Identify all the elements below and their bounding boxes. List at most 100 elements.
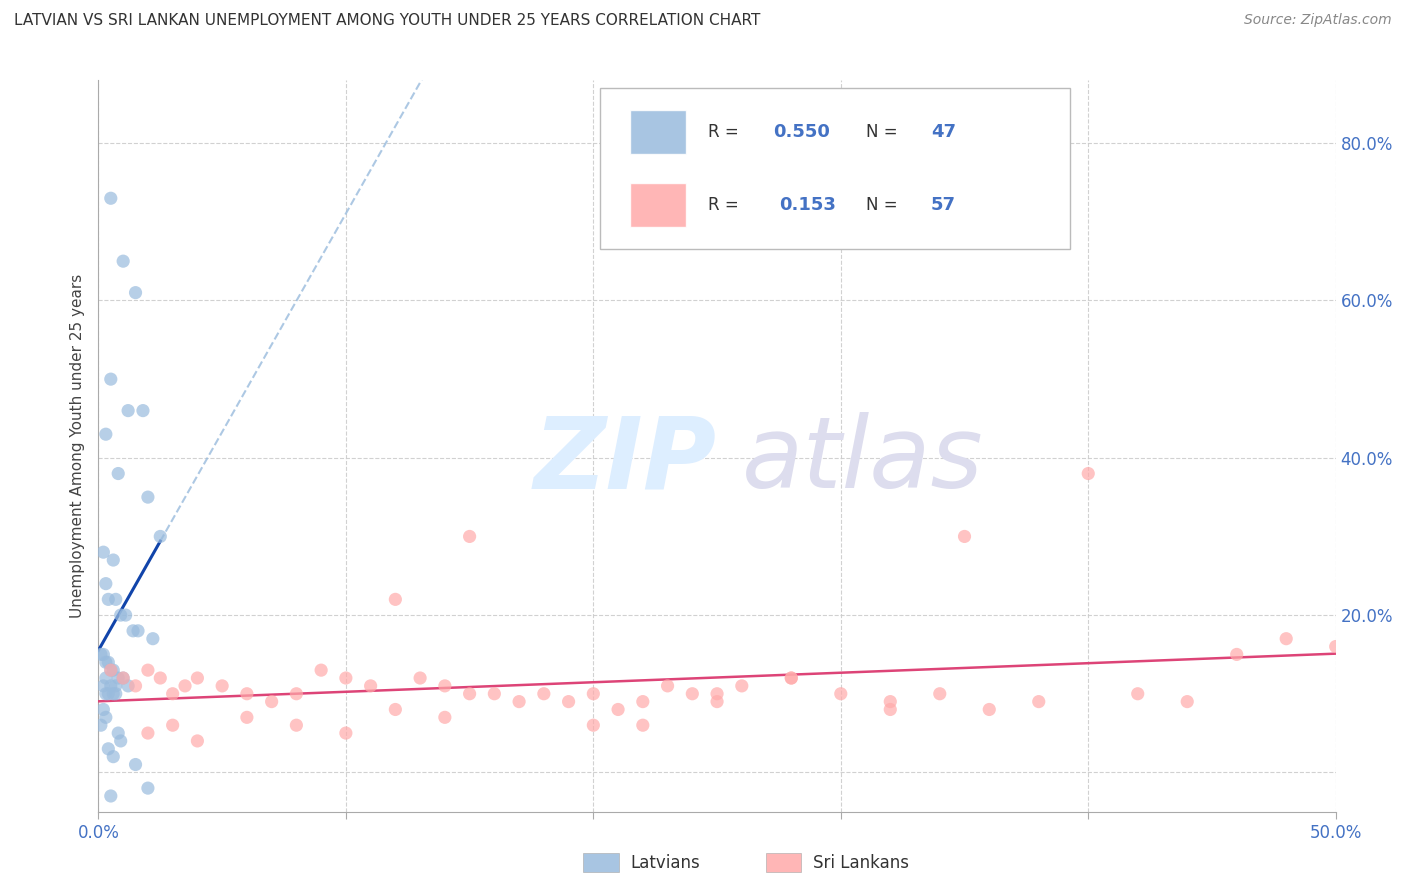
Point xyxy=(1226,648,1249,662)
Point xyxy=(174,679,197,693)
Point xyxy=(136,663,159,677)
Text: 0.550: 0.550 xyxy=(773,123,830,141)
Point xyxy=(285,718,308,732)
Point xyxy=(149,671,172,685)
Point xyxy=(533,687,555,701)
Point xyxy=(100,663,122,677)
Point xyxy=(100,679,122,693)
Point xyxy=(458,687,481,701)
Point xyxy=(1126,687,1149,701)
Point xyxy=(607,702,630,716)
Point xyxy=(94,687,117,701)
Text: Sri Lankans: Sri Lankans xyxy=(813,854,908,871)
Point xyxy=(433,710,456,724)
Point xyxy=(97,655,120,669)
Point xyxy=(236,687,259,701)
Point xyxy=(112,671,135,685)
Point xyxy=(103,553,125,567)
Point xyxy=(657,679,679,693)
Point xyxy=(124,757,146,772)
Point xyxy=(93,545,115,559)
Point xyxy=(879,695,901,709)
FancyBboxPatch shape xyxy=(630,111,686,154)
Y-axis label: Unemployment Among Youth under 25 years: Unemployment Among Youth under 25 years xyxy=(70,274,86,618)
Point xyxy=(136,781,159,796)
Point xyxy=(100,789,122,803)
Point xyxy=(136,726,159,740)
Point xyxy=(582,687,605,701)
Point xyxy=(114,608,136,623)
Point xyxy=(103,749,125,764)
Point xyxy=(127,624,149,638)
Point xyxy=(97,741,120,756)
Point xyxy=(112,671,135,685)
Point xyxy=(162,687,184,701)
Text: N =: N = xyxy=(866,196,903,214)
Text: 57: 57 xyxy=(931,196,956,214)
Point xyxy=(557,695,579,709)
Point xyxy=(124,285,146,300)
Point xyxy=(104,679,127,693)
Point xyxy=(1324,640,1347,654)
Point xyxy=(508,695,530,709)
Point xyxy=(93,679,115,693)
Point xyxy=(780,671,803,685)
Point xyxy=(409,671,432,685)
Text: Source: ZipAtlas.com: Source: ZipAtlas.com xyxy=(1244,13,1392,28)
Point xyxy=(110,734,132,748)
Point xyxy=(1275,632,1298,646)
Point xyxy=(149,529,172,543)
Point xyxy=(100,663,122,677)
Point xyxy=(384,702,406,716)
Point xyxy=(142,632,165,646)
Point xyxy=(110,608,132,623)
Point xyxy=(706,687,728,701)
Point xyxy=(100,191,122,205)
Point xyxy=(112,254,135,268)
Point xyxy=(124,679,146,693)
Point xyxy=(136,490,159,504)
Point xyxy=(93,648,115,662)
FancyBboxPatch shape xyxy=(630,184,686,227)
Point xyxy=(1175,695,1198,709)
Point xyxy=(631,718,654,732)
Point xyxy=(953,529,976,543)
Text: ZIP: ZIP xyxy=(534,412,717,509)
Point xyxy=(103,687,125,701)
Point xyxy=(780,671,803,685)
Point xyxy=(94,576,117,591)
Point xyxy=(186,734,208,748)
Point xyxy=(879,702,901,716)
Point xyxy=(979,702,1001,716)
Point xyxy=(706,695,728,709)
Point xyxy=(285,687,308,701)
Point xyxy=(162,718,184,732)
Point xyxy=(97,592,120,607)
Point xyxy=(104,592,127,607)
Point xyxy=(94,427,117,442)
Point xyxy=(309,663,332,677)
Point xyxy=(211,679,233,693)
Point xyxy=(335,671,357,685)
Point xyxy=(90,718,112,732)
Point xyxy=(731,679,754,693)
FancyBboxPatch shape xyxy=(599,87,1070,249)
Point xyxy=(830,687,852,701)
Text: 0.153: 0.153 xyxy=(779,196,835,214)
Text: R =: R = xyxy=(709,123,744,141)
Text: R =: R = xyxy=(709,196,749,214)
Point xyxy=(93,702,115,716)
Point xyxy=(104,687,127,701)
Point xyxy=(360,679,382,693)
Text: LATVIAN VS SRI LANKAN UNEMPLOYMENT AMONG YOUTH UNDER 25 YEARS CORRELATION CHART: LATVIAN VS SRI LANKAN UNEMPLOYMENT AMONG… xyxy=(14,13,761,29)
Point xyxy=(186,671,208,685)
Point xyxy=(1028,695,1050,709)
Point xyxy=(458,529,481,543)
Point xyxy=(928,687,950,701)
Point xyxy=(103,663,125,677)
Point xyxy=(94,655,117,669)
Point xyxy=(132,403,155,417)
Point xyxy=(631,695,654,709)
Point xyxy=(90,648,112,662)
Point xyxy=(117,679,139,693)
